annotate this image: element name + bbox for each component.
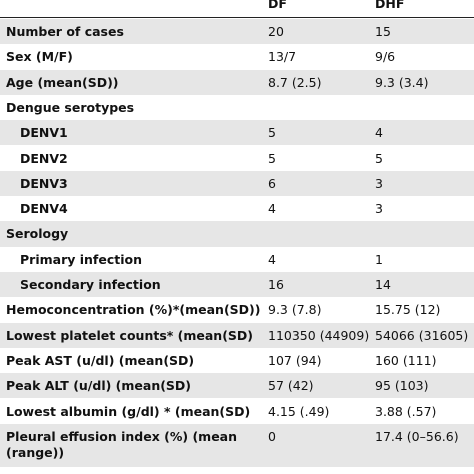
- table-row: Peak AST (u/dl) (mean(SD) 107 (94) 160 (11…: [0, 348, 474, 373]
- column-header: DHF: [375, 0, 405, 11]
- cell-value: 5: [268, 125, 276, 141]
- cell-value: 15.75 (12): [375, 302, 441, 318]
- cell-value: 1: [375, 251, 383, 267]
- cell-value: 8.7 (2.5): [268, 74, 322, 90]
- cell-value: 15: [375, 24, 391, 39]
- cell-value: 3: [375, 175, 383, 191]
- row-label: Pleural effusion index (%) (mean (range)…: [6, 428, 237, 460]
- table-row: Secondary infection 16 14: [0, 272, 474, 298]
- row-label: Hemoconcentration (%)*(mean(SD)): [6, 302, 261, 318]
- row-label: DENV2: [20, 150, 68, 166]
- cell-value: 107 (94): [268, 352, 322, 368]
- section-row: Serology: [0, 221, 474, 247]
- cell-value: 9.3 (7.8): [268, 302, 322, 318]
- row-label: DENV4: [20, 201, 68, 217]
- cell-value: 14: [375, 277, 391, 292]
- row-label: Secondary infection: [20, 277, 161, 292]
- row-label: Peak ALT (u/dl) (mean(SD): [6, 378, 192, 394]
- table-row: Primary infection 4 1: [0, 247, 474, 272]
- section-row: Dengue serotypes: [0, 95, 474, 120]
- cell-value: 9.3 (3.4): [375, 74, 429, 90]
- cell-value: 0: [268, 428, 276, 444]
- cell-value: 4: [268, 251, 276, 267]
- cell-value: 20: [268, 24, 284, 39]
- row-label: Sex (M/F): [6, 49, 73, 65]
- column-header: DF: [268, 0, 287, 11]
- cell-value: 5: [375, 150, 383, 166]
- cell-value: 13/7: [268, 49, 297, 65]
- cell-value: 110350 (44909): [268, 327, 370, 343]
- row-label: Age (mean(SD)): [6, 74, 119, 90]
- row-label: Number of cases: [6, 24, 124, 39]
- row-label: Peak AST (u/dl) (mean(SD): [6, 352, 195, 368]
- cell-value: 54066 (31605): [375, 327, 469, 343]
- cell-value: 3: [375, 201, 383, 217]
- cell-value: 9/6: [375, 49, 396, 65]
- cell-value: 95 (103): [375, 378, 429, 394]
- cell-value: 17.4 (0–56.6): [375, 428, 459, 444]
- table-row: Lowest platelet counts* (mean(SD) 110350 …: [0, 322, 474, 348]
- cell-value: 3.88 (.57): [375, 403, 437, 419]
- cell-value: 57 (42): [268, 378, 314, 394]
- section-label: Dengue serotypes: [6, 99, 135, 115]
- table-row: Pleural effusion index (%) (mean (range)…: [0, 423, 474, 467]
- row-label: DENV1: [20, 125, 68, 141]
- table-row: Sex (M/F) 13/7 9/6: [0, 44, 474, 69]
- cell-value: 16: [268, 277, 284, 292]
- row-label: Lowest albumin (g/dl) * (mean(SD): [6, 403, 251, 419]
- row-label: Lowest platelet counts* (mean(SD): [6, 327, 254, 343]
- table-row: Hemoconcentration (%)*(mean(SD)) 9.3 (7.8…: [0, 297, 474, 322]
- table-row: DENV1 5 4: [0, 120, 474, 146]
- table-row: Lowest albumin (g/dl) * (mean(SD) 4.15 (.…: [0, 399, 474, 424]
- table-row: Peak ALT (u/dl) (mean(SD) 57 (42) 95 (103): [0, 373, 474, 399]
- cell-value: 5: [268, 150, 276, 166]
- header-rule: [0, 17, 474, 18]
- cell-value: 6: [268, 175, 276, 191]
- table-row: Age (mean(SD)) 8.7 (2.5) 9.3 (3.4): [0, 69, 474, 95]
- table-row: DENV2 5 5: [0, 146, 474, 171]
- cell-value: 160 (111): [375, 352, 437, 368]
- table-row: DENV3 6 3: [0, 170, 474, 197]
- table-row: DENV4 4 3: [0, 196, 474, 221]
- cell-value: 4: [268, 201, 276, 217]
- cell-value: 4: [375, 125, 383, 141]
- row-label: Primary infection: [20, 251, 142, 267]
- row-label: DENV3: [20, 175, 68, 191]
- section-label: Serology: [6, 226, 69, 242]
- cell-value: 4.15 (.49): [268, 403, 330, 419]
- table-row: Number of cases 20 15: [0, 19, 474, 45]
